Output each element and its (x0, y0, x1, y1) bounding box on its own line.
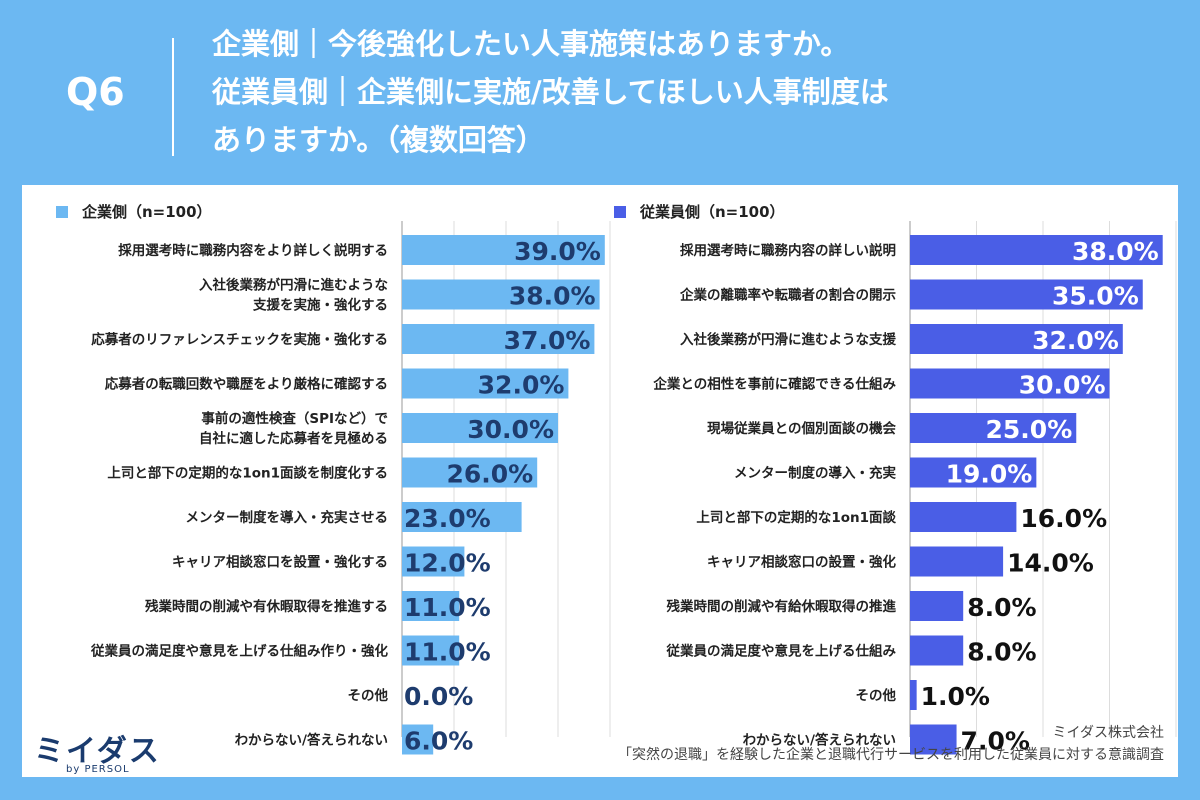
logo: ミイダス by PERSOL (20, 720, 170, 780)
value-label: 32.0% (478, 371, 565, 400)
value-label: 12.0% (404, 549, 491, 578)
value-label: 23.0% (404, 504, 491, 533)
value-label: 37.0% (504, 326, 591, 355)
title-line: 企業側｜今後強化したい人事施策はありますか。 (212, 27, 850, 61)
category-label: 応募者のリファレンスチェックを実施・強化する (91, 331, 388, 348)
value-label: 11.0% (404, 593, 491, 622)
value-label: 30.0% (467, 415, 554, 444)
legend-label-employee: 従業員側（n=100） (640, 203, 785, 221)
category-label: その他 (856, 687, 897, 704)
value-label: 35.0% (1052, 282, 1139, 311)
chart-panel: 企業側（n=100） 従業員側（n=100） 採用選考時に職務内容をより詳しく説… (22, 185, 1178, 777)
bar-company-7 (402, 502, 522, 532)
category-label: キャリア相談窓口の設置・強化 (707, 554, 896, 571)
bar-employee-6 (910, 457, 1037, 488)
header-divider (172, 38, 174, 156)
bar-employee-3 (910, 324, 1123, 354)
bar-employee-7 (910, 502, 1017, 532)
bar-company-6 (402, 457, 538, 488)
bar-employee-1 (910, 235, 1163, 265)
value-label: 39.0% (514, 237, 601, 266)
bar-employee-10 (910, 635, 964, 666)
value-label: 6.0% (404, 727, 473, 756)
category-label: その他 (348, 687, 389, 704)
value-label: 1.0% (921, 682, 990, 711)
category-label: 現場従業員との個別面談の機会 (707, 420, 896, 437)
value-label: 26.0% (446, 460, 533, 489)
bar-employee-4 (910, 368, 1110, 399)
value-label: 8.0% (967, 593, 1036, 622)
question-number: Q6 (66, 70, 125, 114)
logo-byline: by PERSOL (66, 764, 130, 775)
bar-company-12 (402, 724, 434, 755)
credit-company: ミイダス株式会社 (1052, 725, 1164, 741)
bar-charts: 採用選考時に職務内容をより詳しく説明する 39.0%入社後業務が円滑に進むような支… (90, 221, 1177, 756)
bar-company-10 (402, 635, 460, 666)
legend-swatch-employee (614, 205, 626, 218)
category-label: メンター制度の導入・充実 (734, 465, 896, 482)
bar-company-9 (402, 591, 460, 621)
bar-employee-5 (910, 413, 1077, 443)
category-label: 自社に適した応募者を見極める (199, 430, 388, 447)
category-label: キャリア相談窓口を設置・強化する (172, 554, 388, 571)
source-credit: ミイダス株式会社 「突然の退職」を経験した企業と退職代行サービスを利用した従業員… (618, 722, 1164, 766)
bar-company-4 (402, 368, 569, 399)
category-label: 採用選考時に職務内容の詳しい説明 (680, 242, 896, 259)
legend-employee: 従業員側（n=100） (614, 201, 785, 222)
value-label: 30.0% (1019, 371, 1106, 400)
value-label: 38.0% (1072, 237, 1159, 266)
bar-company-3 (402, 324, 595, 354)
value-label: 19.0% (946, 460, 1033, 489)
bar-company-1 (402, 235, 605, 265)
legend-company: 企業側（n=100） (56, 201, 212, 222)
value-label: 16.0% (1020, 504, 1107, 533)
category-label: わからない/答えられない (235, 732, 388, 749)
category-label: 残業時間の削減や有休暇取得を推進する (145, 598, 388, 615)
title-line: ありますか。（複数回答） (212, 123, 545, 157)
value-label: 14.0% (1007, 549, 1094, 578)
category-label: 採用選考時に職務内容をより詳しく説明する (118, 242, 388, 259)
category-label: 事前の適性検査（SPIなど）で (201, 410, 388, 427)
legend-label-company: 企業側（n=100） (82, 203, 212, 221)
value-label: 32.0% (1032, 326, 1119, 355)
bar-company-8 (402, 546, 465, 577)
title-line: 従業員側｜企業側に実施/改善してほしい人事制度は (212, 75, 889, 109)
value-label: 11.0% (404, 638, 491, 667)
bar-employee-2 (910, 279, 1143, 310)
bar-company-5 (402, 413, 558, 443)
category-label: 企業の離職率や転職者の割合の開示 (679, 287, 896, 304)
bar-employee-11 (910, 680, 917, 710)
category-label: 上司と部下の定期的な1on1面談を制度化する (107, 465, 388, 482)
logo-wordmark: ミイダス (34, 734, 161, 769)
value-label: 0.0% (404, 682, 473, 711)
bar-company-2 (402, 279, 600, 310)
category-label: 上司と部下の定期的な1on1面談 (696, 509, 896, 526)
category-label: 従業員の満足度や意見を上げる仕組み作り・強化 (90, 643, 388, 660)
legend-swatch-company (56, 205, 68, 218)
value-label: 8.0% (967, 638, 1036, 667)
category-label: わからない/答えられない (743, 732, 896, 749)
category-label: 企業との相性を事前に確認できる仕組み (652, 376, 896, 393)
value-label: 25.0% (986, 415, 1073, 444)
category-label: 入社後業務が円滑に進むような (199, 277, 388, 294)
credit-survey: 「突然の退職」を経験した企業と退職代行サービスを利用した従業員に対する意識調査 (618, 747, 1164, 763)
header: Q6 企業側｜今後強化したい人事施策はありますか。 従業員側｜企業側に実施/改善… (0, 0, 1200, 180)
question-title: 企業側｜今後強化したい人事施策はありますか。 従業員側｜企業側に実施/改善してほ… (212, 20, 889, 164)
category-label: 残業時間の削減や有給休暇取得の推進 (667, 598, 897, 615)
category-label: 従業員の満足度や意見を上げる仕組み (666, 643, 897, 660)
bar-employee-8 (910, 546, 1004, 577)
value-label: 7.0% (961, 727, 1030, 756)
category-label: 入社後業務が円滑に進むような支援 (680, 331, 896, 348)
category-label: 支援を実施・強化する (252, 297, 388, 314)
category-label: 応募者の転職回数や職歴をより厳格に確認する (105, 376, 388, 393)
category-label: メンター制度を導入・充実させる (186, 509, 389, 526)
bar-employee-9 (910, 591, 964, 621)
bar-employee-12 (910, 724, 957, 755)
value-label: 38.0% (509, 282, 596, 311)
